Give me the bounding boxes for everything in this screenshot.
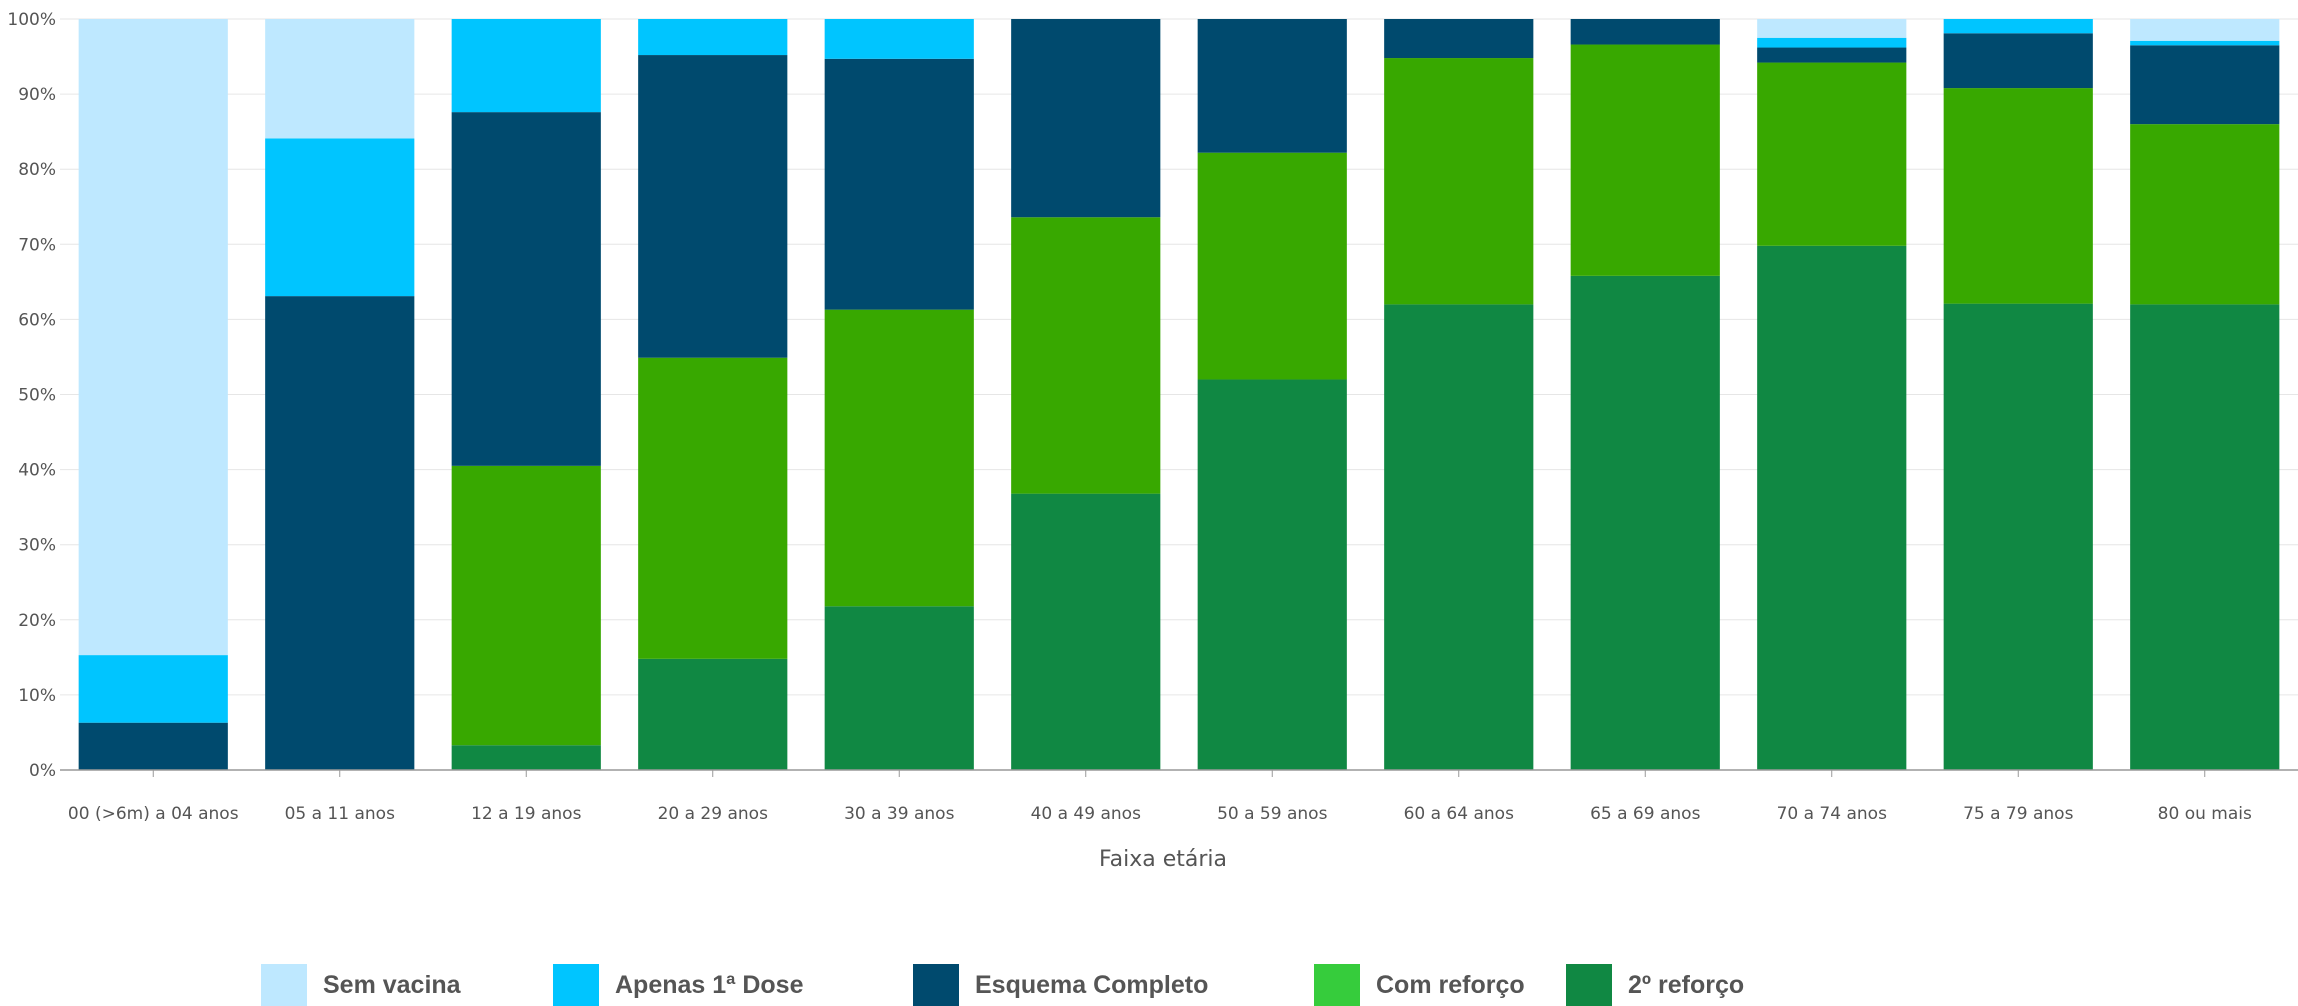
x-tick-label: 40 a 49 anos: [1031, 804, 1141, 824]
x-tick-label: 20 a 29 anos: [658, 804, 768, 824]
legend-label-sem-vacina: Sem vacina: [323, 971, 462, 999]
bar-segment-esquema-completo: [1757, 47, 1907, 63]
legend-label-esquema-completo: Esquema Completo: [975, 971, 1208, 999]
bar-segment-com-refor-o: [1943, 88, 2093, 304]
bar-segment-apenas-1-dose: [2130, 40, 2280, 46]
bar-segment-2-refor-o: [638, 658, 788, 770]
bar-segment-esquema-completo: [2130, 45, 2280, 125]
bar-segment-com-refor-o: [1570, 44, 1720, 276]
x-tick-label: 75 a 79 anos: [1963, 804, 2073, 824]
x-tick-label: 05 a 11 anos: [285, 804, 395, 824]
x-tick-label: 12 a 19 anos: [471, 804, 581, 824]
bar-segment-esquema-completo: [1384, 19, 1534, 59]
y-tick-label: 70%: [18, 235, 56, 255]
y-tick-label: 60%: [18, 310, 56, 330]
legend-label-2-refor-o: 2º reforço: [1628, 971, 1744, 999]
bar-segment-com-refor-o: [1384, 58, 1534, 305]
x-tick-label: 60 a 64 anos: [1404, 804, 1514, 824]
bar-segment-esquema-completo: [1570, 19, 1720, 45]
legend-swatch-esquema-completo: [913, 964, 959, 1006]
bar-segment-sem-vacina: [265, 19, 415, 139]
x-tick-label: 65 a 69 anos: [1590, 804, 1700, 824]
y-axis-tick-labels: 0% 10% 20% 30% 40% 50% 60% 70% 80% 90% 100%: [7, 10, 56, 781]
bar-segment-com-refor-o: [451, 465, 601, 746]
bar-segment-apenas-1-dose: [638, 19, 788, 56]
y-tick-label: 80%: [18, 160, 56, 180]
y-tick-label: 100%: [7, 10, 56, 30]
bar-segment-2-refor-o: [824, 606, 974, 770]
bar-segment-com-refor-o: [2130, 124, 2280, 305]
y-tick-label: 10%: [18, 686, 56, 706]
bar-segment-2-refor-o: [1197, 379, 1347, 770]
bar-segment-2-refor-o: [1011, 493, 1161, 770]
x-tick-label: 80 ou mais: [2158, 804, 2252, 824]
gridlines: [60, 18, 2298, 771]
y-tick-label: 50%: [18, 386, 56, 406]
bar-segment-sem-vacina: [1757, 19, 1907, 38]
bar-segment-apenas-1-dose: [451, 19, 601, 113]
bar-segment-esquema-completo: [824, 58, 974, 310]
bar-segment-sem-vacina: [78, 19, 228, 656]
bar-segment-esquema-completo: [638, 55, 788, 358]
legend-swatch-2-refor-o: [1566, 964, 1612, 1006]
legend-label-apenas-1-dose: Apenas 1ª Dose: [615, 971, 804, 999]
x-tick-label: 00 (>6m) a 04 anos: [68, 804, 239, 824]
bar-segment-2-refor-o: [451, 745, 601, 770]
bar-segment-2-refor-o: [1384, 304, 1534, 770]
bar-segment-com-refor-o: [1011, 217, 1161, 494]
legend-swatch-sem-vacina: [261, 964, 307, 1006]
bar-segment-com-refor-o: [638, 357, 788, 659]
bar-segment-apenas-1-dose: [1757, 37, 1907, 48]
bar-segment-com-refor-o: [1197, 152, 1347, 380]
bar-segment-2-refor-o: [1570, 275, 1720, 770]
bar-segment-2-refor-o: [1943, 303, 2093, 770]
bar-segment-2-refor-o: [2130, 304, 2280, 770]
bar-segment-esquema-completo: [451, 112, 601, 466]
bar-segment-com-refor-o: [1757, 62, 1907, 246]
y-tick-label: 0%: [29, 761, 56, 781]
legend-label-com-refor-o: Com reforço: [1376, 971, 1525, 999]
bar-segment-esquema-completo: [78, 722, 228, 770]
bar-segment-2-refor-o: [1757, 245, 1907, 770]
legend-swatch-com-refor-o: [1314, 964, 1360, 1006]
bar-segment-sem-vacina: [2130, 19, 2280, 41]
bars: [78, 19, 2280, 770]
bar-segment-apenas-1-dose: [78, 655, 228, 723]
bar-segment-apenas-1-dose: [265, 138, 415, 297]
bar-segment-esquema-completo: [265, 296, 415, 770]
x-tick-label: 50 a 59 anos: [1217, 804, 1327, 824]
y-tick-label: 20%: [18, 611, 56, 631]
x-axis-title: Faixa etária: [1099, 847, 1227, 872]
x-tick-label: 70 a 74 anos: [1777, 804, 1887, 824]
x-tick-label: 30 a 39 anos: [844, 804, 954, 824]
legend: Sem vacina Apenas 1ª Dose Esquema Completo…: [261, 964, 1744, 1006]
bar-segment-com-refor-o: [824, 309, 974, 607]
y-tick-label: 40%: [18, 461, 56, 481]
bar-segment-apenas-1-dose: [1943, 19, 2093, 34]
bar-segment-esquema-completo: [1943, 33, 2093, 89]
y-tick-label: 90%: [18, 85, 56, 105]
x-axis-tick-labels: 00 (>6m) a 04 anos 05 a 11 anos 12 a 19 an…: [68, 770, 2252, 824]
legend-swatch-apenas-1-dose: [553, 964, 599, 1006]
bar-segment-esquema-completo: [1197, 19, 1347, 153]
bar-segment-apenas-1-dose: [824, 19, 974, 59]
bar-segment-esquema-completo: [1011, 19, 1161, 218]
y-tick-label: 30%: [18, 536, 56, 556]
